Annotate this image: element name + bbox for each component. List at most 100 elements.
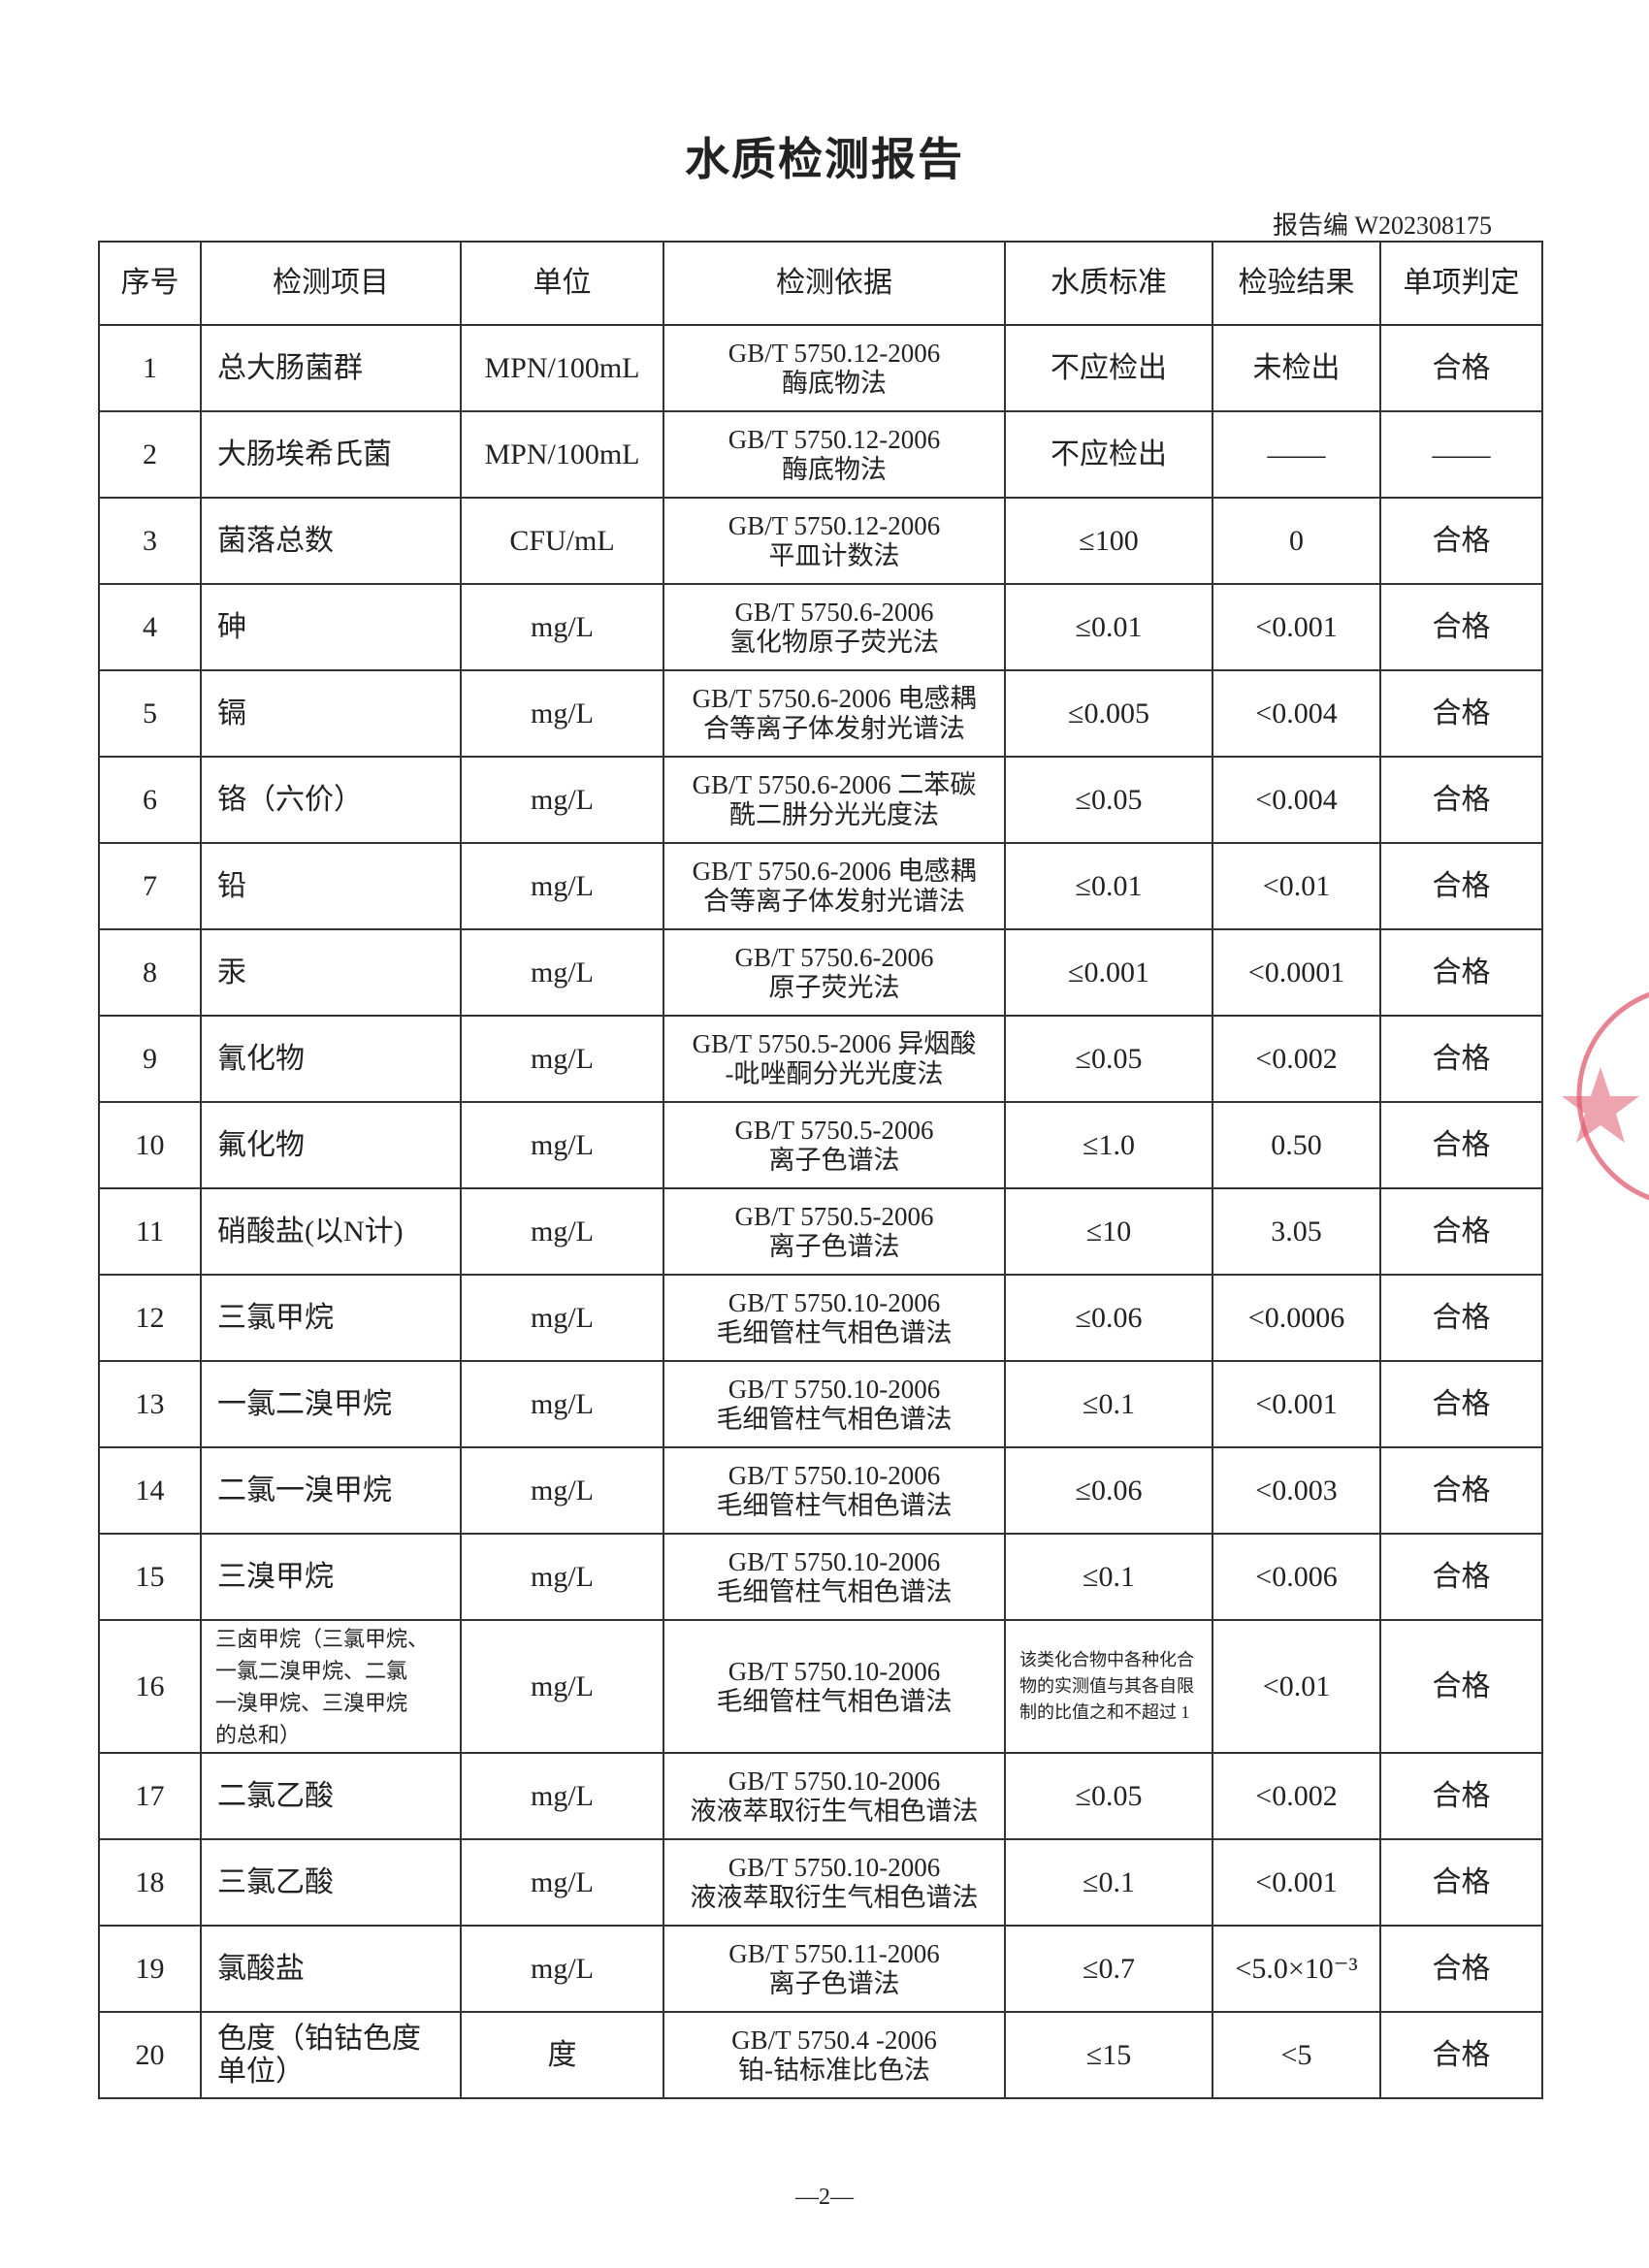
row-number: 15 (98, 1533, 202, 1621)
unit: MPN/100mL (460, 324, 664, 412)
test-item: 三氯甲烷 (200, 1274, 462, 1362)
test-item: 一氯二溴甲烷 (200, 1360, 462, 1448)
test-method: GB/T 5750.10-2006 液液萃取衍生气相色谱法 (663, 1838, 1006, 1927)
test-item: 氯酸盐 (200, 1925, 462, 2013)
unit: mg/L (460, 1015, 664, 1103)
test-method: GB/T 5750.6-2006 电感耦 合等离子体发射光谱法 (663, 669, 1006, 758)
table-row: 12 三氯甲烷 mg/L GB/T 5750.10-2006 毛细管柱气相色谱法 ≤0.… (98, 1274, 1543, 1362)
result: <0.01 (1212, 1619, 1381, 1754)
unit: mg/L (460, 928, 664, 1017)
table-row: 20 色度（铂钴色度 单位）度 GB/T 5750.4 -2006 铂-钴标准比色法… (98, 2011, 1543, 2099)
result: <0.0001 (1212, 928, 1381, 1017)
table-row: 11 硝酸盐(以N计) mg/L GB/T 5750.5-2006 离子色谱法 ≤10 3… (98, 1187, 1543, 1276)
judgement: 合格 (1379, 1015, 1543, 1103)
column-header: 单项判定 (1379, 241, 1543, 326)
table-row: 3 菌落总数 CFU/mL GB/T 5750.12-2006 平皿计数法 ≤100 0 合… (98, 497, 1543, 585)
header-row: 序号 检测项目 单位 检测依据 水质标准 检验结果 单项判定 (98, 241, 1543, 326)
test-item: 三氯乙酸 (200, 1838, 462, 1927)
result: <0.002 (1212, 1752, 1381, 1840)
unit: mg/L (460, 1533, 664, 1621)
unit: MPN/100mL (460, 410, 664, 499)
row-number: 5 (98, 669, 202, 758)
table-row: 16 三卤甲烷（三氯甲烷、 一氯二溴甲烷、二氯 一溴甲烷、三溴甲烷 的总和） mg/… (98, 1619, 1543, 1754)
row-number: 17 (98, 1752, 202, 1840)
row-number: 2 (98, 410, 202, 499)
standard: 不应检出 (1004, 410, 1213, 499)
unit: mg/L (460, 842, 664, 930)
test-item: 氟化物 (200, 1101, 462, 1189)
table-row: 14 二氯一溴甲烷 mg/L GB/T 5750.10-2006 毛细管柱气相色谱法 ≤… (98, 1446, 1543, 1535)
standard: ≤0.7 (1004, 1925, 1213, 2013)
test-method: GB/T 5750.12-2006 酶底物法 (663, 324, 1006, 412)
judgement: 合格 (1379, 1274, 1543, 1362)
standard: ≤0.005 (1004, 669, 1213, 758)
test-method: GB/T 5750.6-2006 氢化物原子荧光法 (663, 583, 1006, 671)
table-row: 13 一氯二溴甲烷 mg/L GB/T 5750.10-2006 毛细管柱气相色谱法 ≤… (98, 1360, 1543, 1448)
test-method: GB/T 5750.11-2006 离子色谱法 (663, 1925, 1006, 2013)
unit: mg/L (460, 1274, 664, 1362)
test-item: 菌落总数 (200, 497, 462, 585)
report-title: 水质检测报告 (685, 135, 964, 184)
standard: 该类化合物中各种化合 物的实测值与其各自限 制的比值之和不超过 1 (1004, 1619, 1213, 1754)
table-row: 9 氰化物 mg/L GB/T 5750.5-2006 异烟酸 -吡唑酮分光光度法 ≤0… (98, 1015, 1543, 1103)
result: 未检出 (1212, 324, 1381, 412)
judgement: 合格 (1379, 497, 1543, 585)
judgement: 合格 (1379, 1752, 1543, 1840)
judgement: 合格 (1379, 928, 1543, 1017)
judgement: 合格 (1379, 1101, 1543, 1189)
table-row: 17 二氯乙酸 mg/L GB/T 5750.10-2006 液液萃取衍生气相色谱法 ≤… (98, 1752, 1543, 1840)
judgement: 合格 (1379, 1619, 1543, 1754)
test-method: GB/T 5750.10-2006 毛细管柱气相色谱法 (663, 1619, 1006, 1754)
row-number: 1 (98, 324, 202, 412)
result: <0.001 (1212, 1838, 1381, 1927)
row-number: 20 (98, 2011, 202, 2099)
row-number: 7 (98, 842, 202, 930)
result: <5.0×10⁻³ (1212, 1925, 1381, 2013)
table-row: 1 总大肠菌群 MPN/100mL GB/T 5750.12-2006 酶底物法 不应检… (98, 324, 1543, 412)
standard: ≤0.05 (1004, 1015, 1213, 1103)
unit: mg/L (460, 583, 664, 671)
table-row: 6 铬（六价） mg/L GB/T 5750.6-2006 二苯碳 酰二肼分光光度法 ≤… (98, 756, 1543, 844)
judgement: 合格 (1379, 669, 1543, 758)
judgement: 合格 (1379, 583, 1543, 671)
page-number: —2— (795, 2185, 854, 2210)
row-number: 12 (98, 1274, 202, 1362)
test-method: GB/T 5750.6-2006 电感耦 合等离子体发射光谱法 (663, 842, 1006, 930)
judgement: 合格 (1379, 1838, 1543, 1927)
unit: mg/L (460, 1619, 664, 1754)
standard: 不应检出 (1004, 324, 1213, 412)
test-item: 砷 (200, 583, 462, 671)
table-row: 8 汞 mg/L GB/T 5750.6-2006 原子荧光法 ≤0.001 <0.000… (98, 928, 1543, 1017)
judgement: 合格 (1379, 842, 1543, 930)
row-number: 9 (98, 1015, 202, 1103)
test-method: GB/T 5750.10-2006 毛细管柱气相色谱法 (663, 1360, 1006, 1448)
test-item: 镉 (200, 669, 462, 758)
judgement: —— (1379, 410, 1543, 499)
standard: ≤100 (1004, 497, 1213, 585)
judgement: 合格 (1379, 1360, 1543, 1448)
unit: mg/L (460, 756, 664, 844)
standard: ≤1.0 (1004, 1101, 1213, 1189)
test-method: GB/T 5750.12-2006 平皿计数法 (663, 497, 1006, 585)
row-number: 4 (98, 583, 202, 671)
test-item: 二氯乙酸 (200, 1752, 462, 1840)
test-item: 大肠埃希氏菌 (200, 410, 462, 499)
standard: ≤0.1 (1004, 1533, 1213, 1621)
result: —— (1212, 410, 1381, 499)
test-item: 铅 (200, 842, 462, 930)
test-method: GB/T 5750.10-2006 毛细管柱气相色谱法 (663, 1274, 1006, 1362)
standard: ≤10 (1004, 1187, 1213, 1276)
test-method: GB/T 5750.10-2006 毛细管柱气相色谱法 (663, 1533, 1006, 1621)
standard: ≤0.06 (1004, 1446, 1213, 1535)
unit: mg/L (460, 1752, 664, 1840)
row-number: 19 (98, 1925, 202, 2013)
row-number: 11 (98, 1187, 202, 1276)
judgement: 合格 (1379, 756, 1543, 844)
row-number: 18 (98, 1838, 202, 1927)
standard: ≤0.05 (1004, 1752, 1213, 1840)
judgement: 合格 (1379, 324, 1543, 412)
test-item: 色度（铂钴色度 单位） (200, 2011, 462, 2099)
row-number: 6 (98, 756, 202, 844)
judgement: 合格 (1379, 1533, 1543, 1621)
